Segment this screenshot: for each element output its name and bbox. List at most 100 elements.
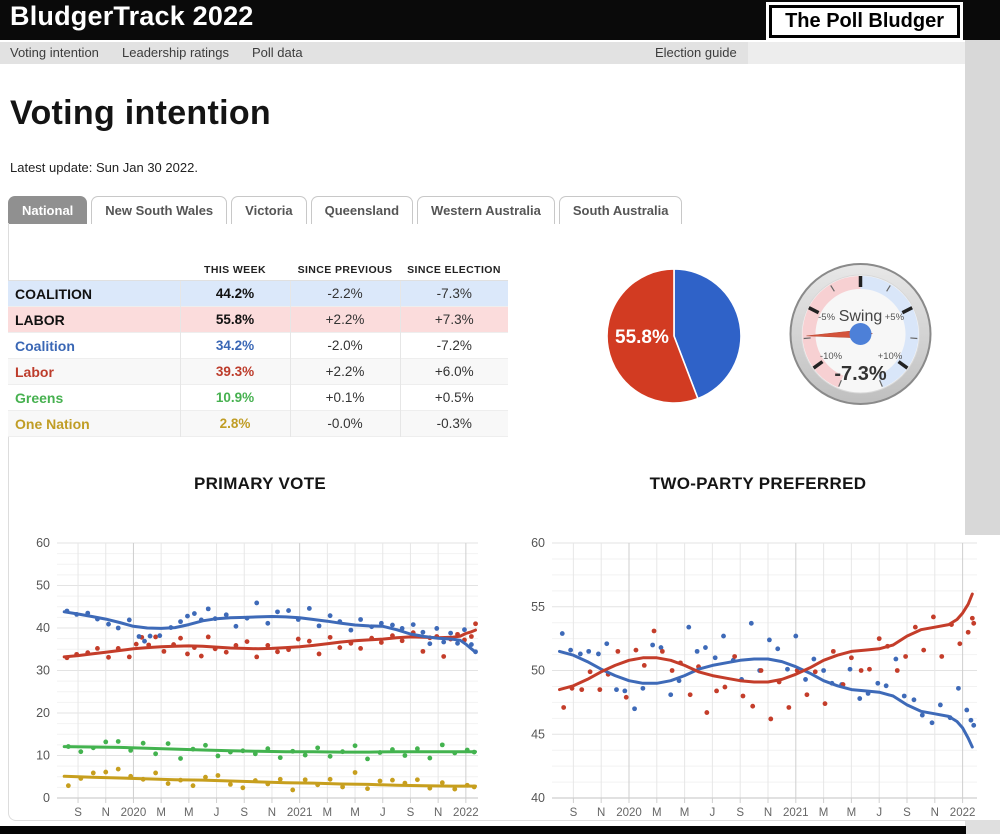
- series-trend-coalition: [62, 610, 477, 654]
- x-axis-label: J: [876, 807, 882, 819]
- poll-bludger-logo[interactable]: The Poll Bludger: [769, 5, 960, 38]
- nav-bar-right: [748, 42, 965, 64]
- x-axis-label: M: [184, 807, 194, 819]
- cell-sp: -2.2%: [289, 280, 400, 307]
- x-axis-label: N: [102, 807, 110, 819]
- gauge-minor-tick: [830, 285, 835, 292]
- x-axis-label: N: [434, 807, 442, 819]
- cell-name: Coalition: [15, 337, 75, 354]
- cell-sp: +0.1%: [289, 384, 400, 411]
- table-row-one-nation: One Nation 2.8% -0.0% -0.3%: [8, 410, 508, 437]
- next-section-bar: [0, 826, 966, 834]
- table-row-labor: Labor 39.3% +2.2% +6.0%: [8, 358, 508, 385]
- gauge-label-pos5: +5%: [885, 312, 905, 323]
- cell-sp: -0.0%: [289, 410, 400, 437]
- series-trend-coalition: [558, 649, 974, 749]
- pie-label: 55.8%: [615, 327, 669, 348]
- nav-item-voting-intention[interactable]: Voting intention: [10, 45, 99, 60]
- nav-item-poll-data[interactable]: Poll data: [252, 45, 303, 60]
- table-row-labor: LABOR 55.8% +2.2% +7.3%: [8, 306, 508, 333]
- gauge-label-neg5: -5%: [818, 312, 835, 323]
- swing-gauge: -5% +5% -10% +10% Swing -7.3%: [789, 263, 932, 405]
- nav-bar: [0, 42, 748, 64]
- cell-se: +6.0%: [399, 358, 508, 385]
- table-header-cell: SINCE PREVIOUS: [290, 259, 400, 281]
- gauge-label-neg10: -10%: [820, 351, 843, 362]
- x-axis-label: S: [407, 807, 415, 819]
- y-axis-label: 30: [36, 664, 50, 678]
- primary-vote-title: PRIMARY VOTE: [193, 474, 327, 493]
- x-axis-label: N: [268, 807, 276, 819]
- tab-victoria[interactable]: Victoria: [231, 196, 307, 224]
- x-axis-label: S: [903, 807, 911, 819]
- two-party-pie-chart: 55.8%: [606, 268, 742, 404]
- cell-name: Labor: [15, 363, 54, 380]
- x-axis-label: 2021: [783, 807, 809, 819]
- cell-se: +0.5%: [399, 384, 508, 411]
- y-axis-label: 45: [531, 727, 545, 741]
- cell-tw: 55.8%: [179, 306, 290, 333]
- series-trend-labor: [558, 592, 974, 692]
- x-axis-label: N: [764, 807, 772, 819]
- cell-se: -7.2%: [399, 332, 508, 359]
- x-axis-label: J: [214, 807, 220, 819]
- y-axis-label: 40: [36, 621, 50, 635]
- x-axis-label: M: [680, 807, 690, 819]
- x-axis-label: 2021: [287, 807, 313, 819]
- tab-south-australia[interactable]: South Australia: [558, 196, 683, 224]
- y-axis-label: 60: [36, 536, 50, 550]
- x-axis-label: M: [847, 807, 857, 819]
- gauge-minor-tick: [910, 337, 918, 340]
- gauge-arc: [802, 276, 861, 388]
- tab-queensland[interactable]: Queensland: [310, 196, 414, 224]
- table-row-greens: Greens 10.9% +0.1% +0.5%: [8, 384, 508, 411]
- table-header-cell: THIS WEEK: [180, 259, 290, 281]
- y-axis-label: 50: [36, 579, 50, 593]
- x-axis-label: 2022: [950, 807, 976, 819]
- series-trend-one-nation: [62, 774, 477, 788]
- y-axis-label: 50: [531, 664, 545, 678]
- latest-update-text: Latest update: Sun Jan 30 2022.: [10, 160, 198, 175]
- x-axis-label: J: [710, 807, 716, 819]
- x-axis-label: S: [74, 807, 82, 819]
- cell-name: COALITION: [15, 285, 92, 302]
- x-axis-label: M: [652, 807, 662, 819]
- x-axis-label: N: [597, 807, 605, 819]
- cell-name: One Nation: [15, 415, 90, 432]
- cell-tw: 39.3%: [179, 358, 290, 385]
- cell-tw: 10.9%: [179, 384, 290, 411]
- state-tabs: National New South Wales Victoria Queenslan…: [8, 196, 686, 224]
- y-axis-label: 10: [36, 749, 50, 763]
- page-background-corner: [965, 820, 1000, 834]
- table-header-cell: SINCE ELECTION: [400, 259, 508, 281]
- cell-se: +7.3%: [399, 306, 508, 333]
- tab-new-south-wales[interactable]: New South Wales: [91, 196, 228, 224]
- gauge-hub: [849, 323, 872, 345]
- series-points-coalition: [64, 600, 478, 655]
- pie-slice-coalition: [673, 268, 742, 400]
- x-axis-label: M: [323, 807, 333, 819]
- chart-0: 0 10 20 30 40 50 60 S N 2020 M M J S N 2021 M M J S N 2022: [36, 536, 479, 819]
- gauge-title: Swing: [839, 308, 883, 325]
- x-axis-label: 2022: [453, 807, 479, 819]
- series-points-labor: [561, 614, 977, 722]
- tab-western-australia[interactable]: Western Australia: [417, 196, 555, 224]
- cell-sp: -2.0%: [289, 332, 400, 359]
- gauge-minor-tick: [886, 285, 891, 292]
- tab-national[interactable]: National: [8, 196, 88, 224]
- gauge-minor-tick: [879, 379, 883, 387]
- nav-item-leadership-ratings[interactable]: Leadership ratings: [122, 45, 229, 60]
- series-trend-greens: [62, 745, 477, 754]
- cell-se: -7.3%: [399, 280, 508, 307]
- gauge-value: -7.3%: [834, 363, 886, 385]
- x-axis-label: M: [819, 807, 829, 819]
- gauge-major-tick: [808, 306, 820, 315]
- y-axis-label: 55: [531, 600, 545, 614]
- table-header-row: THIS WEEK SINCE PREVIOUS SINCE ELECTION: [8, 259, 508, 281]
- pie-slice-labor: [606, 268, 699, 404]
- x-axis-label: M: [156, 807, 166, 819]
- nav-item-election-guide[interactable]: Election guide: [655, 45, 737, 60]
- gauge-label-pos10: +10%: [878, 351, 903, 362]
